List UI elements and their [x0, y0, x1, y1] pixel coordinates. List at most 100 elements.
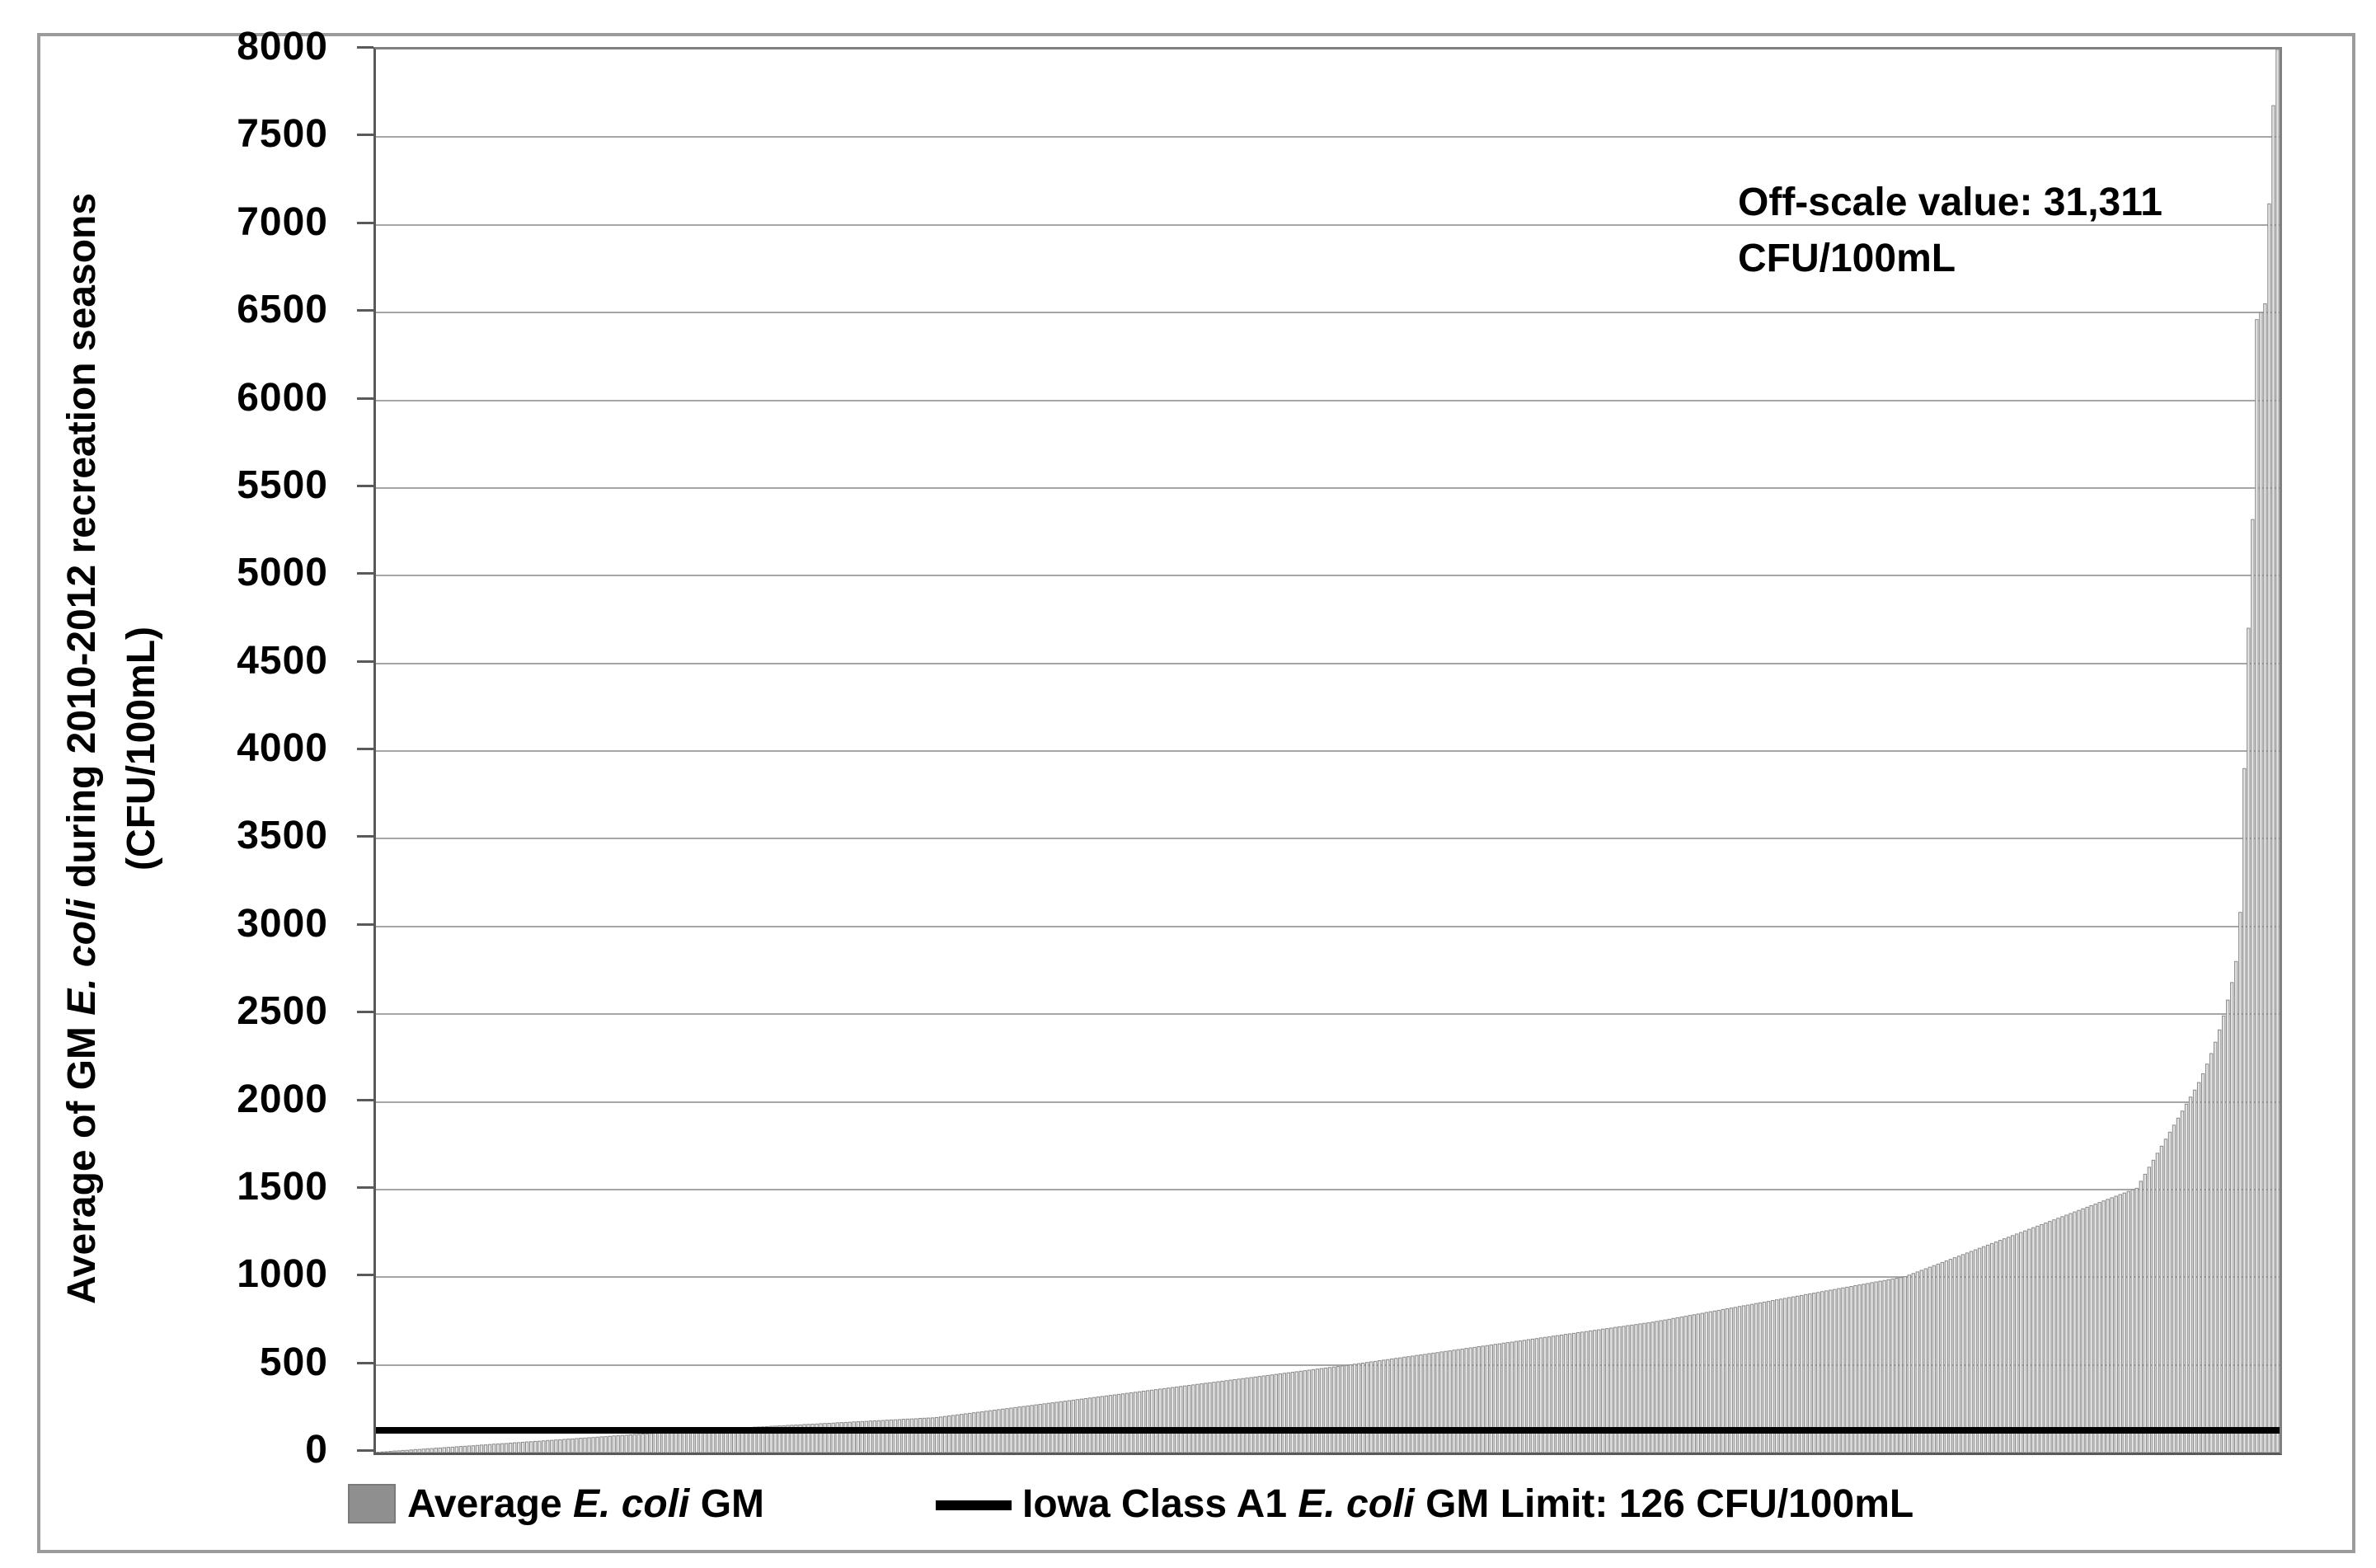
bar	[653, 1432, 658, 1453]
bar	[2180, 1110, 2185, 1453]
tick-label-7500: 7500	[237, 112, 328, 157]
bar	[942, 1415, 947, 1453]
bar	[405, 1449, 409, 1453]
bar	[913, 1418, 918, 1453]
bar	[1940, 1261, 1945, 1453]
bar	[1369, 1361, 1373, 1453]
bar	[1237, 1378, 1241, 1453]
bar	[1593, 1330, 1597, 1453]
bar	[587, 1437, 591, 1453]
gridline-5000	[376, 575, 2280, 577]
bar	[1195, 1383, 1200, 1453]
bar	[533, 1440, 538, 1453]
bar	[790, 1425, 794, 1453]
bar	[951, 1415, 956, 1453]
bar	[512, 1442, 517, 1453]
bar	[632, 1434, 636, 1453]
bar	[864, 1420, 869, 1453]
bar	[1671, 1317, 1675, 1453]
bar	[1336, 1366, 1341, 1453]
bar	[2230, 982, 2234, 1453]
bar	[2081, 1208, 2085, 1453]
bar	[1100, 1396, 1105, 1453]
bar	[880, 1420, 885, 1453]
bar	[1278, 1373, 1282, 1453]
bar	[2238, 912, 2242, 1453]
bar	[2159, 1145, 2164, 1453]
limit-line	[376, 1427, 2280, 1434]
bar	[1522, 1340, 1527, 1453]
bar	[1286, 1372, 1290, 1453]
bar	[1411, 1355, 1415, 1453]
bar	[1787, 1297, 1791, 1453]
bar	[1200, 1383, 1204, 1453]
tick-mark-1500	[357, 1185, 373, 1189]
off-scale-annotation-line1: Off-scale value: 31,311	[1738, 181, 2162, 224]
bar	[2048, 1221, 2052, 1453]
bar	[1398, 1357, 1402, 1453]
tick-label-6500: 6500	[237, 288, 328, 332]
bar	[1969, 1251, 1974, 1453]
bar	[1087, 1397, 1092, 1453]
bar	[786, 1425, 790, 1453]
bar	[1290, 1372, 1295, 1453]
bar	[1303, 1370, 1308, 1453]
tick-mark-7500	[357, 134, 373, 137]
bar	[1241, 1378, 1245, 1453]
bar	[628, 1434, 632, 1453]
bar	[520, 1441, 525, 1453]
legend-label-average-gm: Average E. coli GM	[407, 1482, 765, 1526]
bar	[1575, 1331, 1580, 1453]
bar	[885, 1420, 890, 1453]
bar	[1133, 1392, 1138, 1453]
bar	[2200, 1073, 2205, 1453]
bar	[1497, 1343, 1501, 1453]
bar	[2188, 1096, 2193, 1453]
bar	[2163, 1138, 2168, 1453]
tick-label-4500: 4500	[237, 638, 328, 683]
bar	[2184, 1103, 2189, 1453]
bar	[1233, 1379, 1237, 1453]
bar	[2267, 203, 2271, 1453]
tick-label-2000: 2000	[237, 1077, 328, 1121]
bar	[1149, 1389, 1154, 1453]
bar	[1712, 1310, 1717, 1453]
legend-line-swatch	[936, 1500, 1012, 1510]
bar	[1063, 1401, 1067, 1453]
bar	[612, 1435, 616, 1453]
bar	[1187, 1385, 1191, 1453]
bar	[1253, 1376, 1257, 1453]
bar	[1261, 1375, 1265, 1453]
bar	[798, 1424, 802, 1453]
bar	[516, 1442, 521, 1453]
bar	[1472, 1346, 1477, 1453]
bar	[1427, 1353, 1431, 1453]
gridline-1000	[376, 1276, 2280, 1279]
bar	[1477, 1346, 1481, 1453]
bar	[1265, 1374, 1270, 1453]
bar	[2196, 1082, 2201, 1453]
bar	[1770, 1300, 1775, 1453]
bar	[1555, 1335, 1560, 1453]
bar	[1348, 1364, 1353, 1453]
bar	[2147, 1167, 2152, 1453]
bar	[2139, 1181, 2144, 1453]
bar	[616, 1435, 620, 1453]
bar	[1120, 1393, 1125, 1453]
bar	[1510, 1341, 1514, 1453]
bar	[1402, 1356, 1406, 1453]
bar	[583, 1437, 587, 1453]
bar	[1993, 1241, 1998, 1453]
bar	[2077, 1209, 2081, 1453]
bar	[1419, 1354, 1423, 1453]
bar	[1249, 1377, 1253, 1453]
bar	[1526, 1339, 1531, 1453]
bar	[901, 1419, 906, 1453]
bar	[1663, 1319, 1667, 1453]
bar	[558, 1439, 562, 1453]
bar	[529, 1441, 533, 1453]
bar	[491, 1444, 496, 1453]
bar	[1538, 1337, 1543, 1453]
bar	[1895, 1278, 1899, 1453]
bar	[1116, 1393, 1121, 1453]
